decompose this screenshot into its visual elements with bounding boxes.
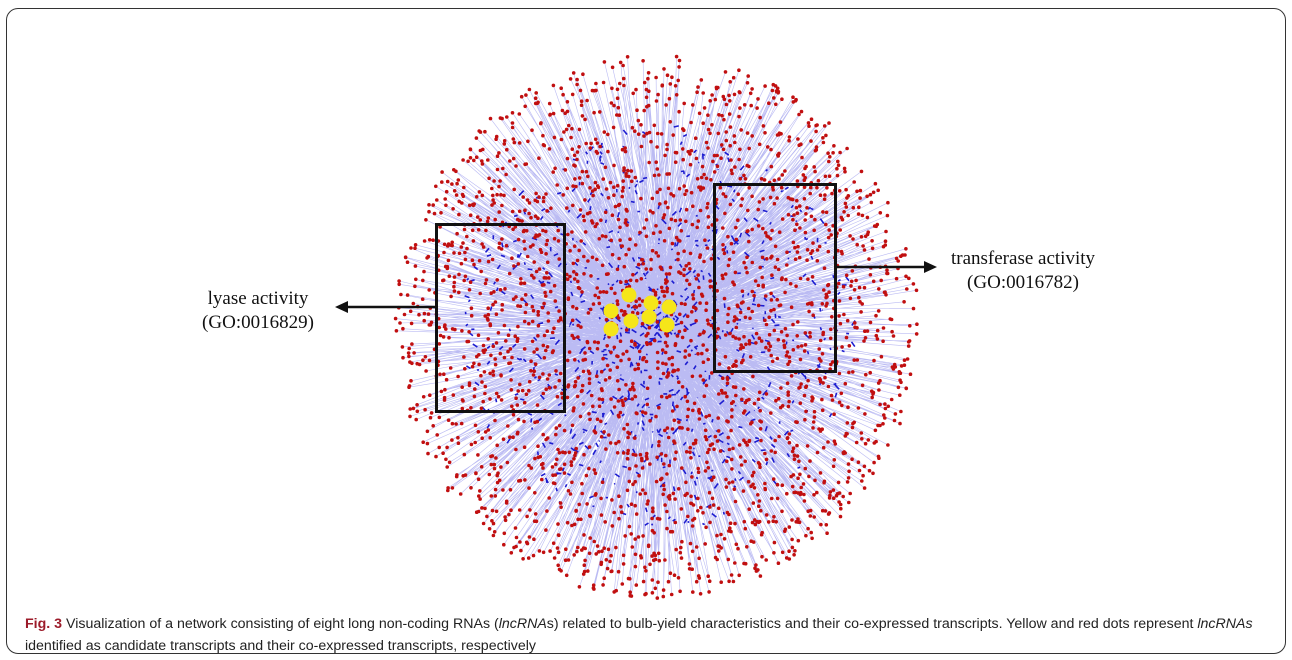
network-visualization [387, 45, 927, 605]
caption-text-2: s) related to bulb-yield characteristics… [546, 616, 1198, 632]
figure-label: Fig. 3 [25, 616, 63, 632]
caption-italic-1: lncRNA [498, 616, 547, 632]
candidate-lncRNA-node [661, 299, 677, 315]
lyase-activity-label: lyase activity (GO:0016829) [183, 287, 333, 335]
coexpressed-nodes [393, 54, 919, 600]
coexpressed-node-dots [393, 54, 919, 600]
caption-text-3: identified as candidate transcripts and … [25, 638, 536, 654]
figure-frame: lyase activity (GO:0016829) transferase … [6, 8, 1286, 654]
lyase-activity-name: lyase activity [207, 288, 309, 309]
candidate-lncRNA-node [603, 303, 619, 319]
lyase-arrow [335, 301, 435, 313]
lyase-activity-go-id: (GO:0016829) [202, 312, 314, 333]
candidate-lncRNA-node [641, 309, 657, 325]
figure-caption: Fig. 3 Visualization of a network consis… [25, 613, 1283, 657]
candidate-lncRNA-node [603, 321, 619, 337]
network-graph [393, 54, 919, 600]
caption-italic-2: lncRNAs [1197, 616, 1253, 632]
candidate-lncRNA-node [623, 313, 639, 329]
caption-text-1: Visualization of a network consisting of… [62, 616, 499, 632]
candidate-lncRNA-nodes [603, 287, 677, 337]
lyase-activity-box [435, 223, 566, 413]
transferase-activity-label: transferase activity (GO:0016782) [935, 247, 1111, 295]
transferase-activity-go-id: (GO:0016782) [967, 272, 1079, 293]
transferase-arrow [837, 261, 937, 273]
transferase-activity-name: transferase activity [950, 248, 1095, 269]
candidate-lncRNA-node [643, 295, 659, 311]
candidate-lncRNA-node [659, 317, 675, 333]
candidate-lncRNA-node [621, 287, 637, 303]
transferase-activity-box [713, 183, 837, 373]
